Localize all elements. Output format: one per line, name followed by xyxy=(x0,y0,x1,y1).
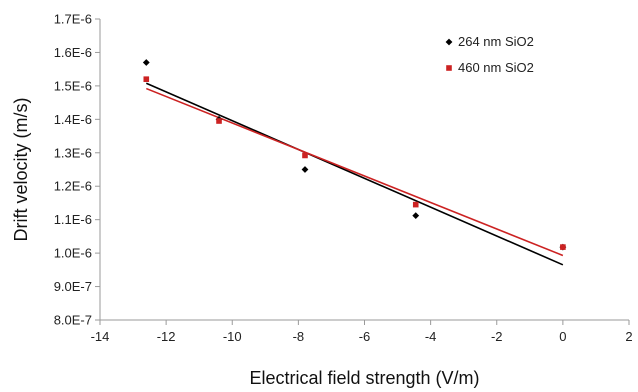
y-tick-label: 1.0E-6 xyxy=(54,246,92,261)
y-tick-label: 1.2E-6 xyxy=(54,179,92,194)
y-tick-label: 1.1E-6 xyxy=(54,212,92,227)
y-tick-label: 1.4E-6 xyxy=(54,112,92,127)
y-tick-label: 1.5E-6 xyxy=(54,78,92,93)
data-point-series-1 xyxy=(143,76,150,82)
y-tick-label: 9.0E-7 xyxy=(54,279,92,294)
data-point-series-1 xyxy=(302,152,308,159)
y-tick-label: 1.3E-6 xyxy=(54,145,92,160)
data-point-series-0 xyxy=(412,212,420,220)
x-axis-title: Electrical field strength (V/m) xyxy=(249,368,479,388)
legend-label-264nm: 264 nm SiO2 xyxy=(458,34,534,49)
x-tick-label: -14 xyxy=(91,329,110,344)
legend-entry-264nm: 264 nm SiO2 xyxy=(445,34,534,49)
x-tick-label: -8 xyxy=(293,329,305,344)
data-point-series-0 xyxy=(142,59,150,66)
y-axis-title: Drift velocity (m/s) xyxy=(11,98,31,242)
x-tick-label: -4 xyxy=(425,329,437,344)
x-tick-label: -6 xyxy=(359,329,371,344)
y-tick-label: 1.6E-6 xyxy=(54,45,92,60)
trendline-series-0 xyxy=(145,82,564,266)
legend-marker-264nm xyxy=(445,38,453,46)
x-tick-label: -10 xyxy=(223,329,242,344)
data-point-series-1 xyxy=(560,244,566,250)
data-point-series-1 xyxy=(216,118,222,124)
legend: 264 nm SiO2 460 nm SiO2 xyxy=(445,34,534,75)
x-tick-label: 2 xyxy=(625,329,632,344)
x-tick-label: -12 xyxy=(157,329,176,344)
legend-entry-460nm: 460 nm SiO2 xyxy=(446,60,534,75)
axes-layer xyxy=(99,19,629,321)
y-tick-label: 8.0E-7 xyxy=(54,313,92,328)
ticks-layer: 8.0E-7 9.0E-7 1.0E-6 1.1E-6 1.2E-6 1.3E-6 1.4E… xyxy=(54,12,633,345)
data-point-series-0 xyxy=(301,166,309,173)
legend-label-460nm: 460 nm SiO2 xyxy=(458,60,534,75)
trendlines-layer xyxy=(145,82,564,266)
data-point-series-1 xyxy=(412,201,419,208)
y-tick-label: 1.7E-6 xyxy=(54,12,92,27)
trendline-series-1 xyxy=(145,87,564,257)
data-points-layer xyxy=(142,59,567,251)
legend-marker-460nm xyxy=(446,65,452,71)
x-tick-label: 0 xyxy=(559,329,566,344)
x-tick-label: -2 xyxy=(491,329,503,344)
